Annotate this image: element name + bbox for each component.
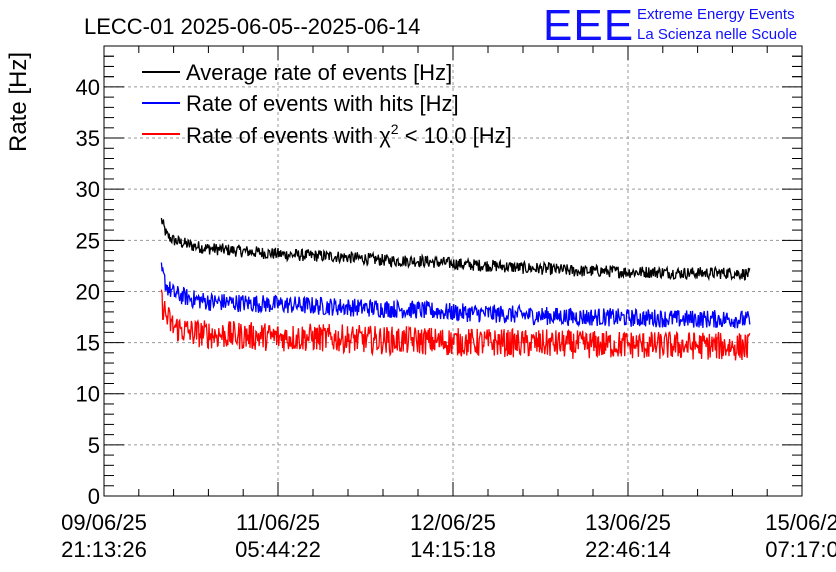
series-lines (160, 217, 751, 361)
x-tick-date: 11/06/25 (236, 510, 320, 535)
x-tick-date: 13/06/25 (585, 510, 671, 535)
legend-label-hits: Rate of events with hits [Hz] (186, 91, 459, 116)
y-axis-label: Rate [Hz] (5, 52, 32, 152)
eee-logo: EEE Extreme Energy Events La Scienza nel… (543, 1, 797, 50)
legend-label-chi2: Rate of events with χ2 < 10.0 [Hz] (186, 121, 512, 148)
chart-title: LECC-01 2025-06-05--2025-06-14 (84, 14, 420, 39)
grid-lines (104, 46, 802, 496)
y-tick-label: 15 (76, 331, 100, 356)
legend-chi2-prefix: Rate of events with (186, 123, 379, 148)
axes (103, 45, 803, 497)
x-tick-date: 15/06/2 (765, 510, 836, 535)
legend-chi2-superscript: 2 (391, 121, 399, 137)
y-tick-label: 5 (88, 433, 100, 458)
x-tick-time: 05:44:22 (235, 537, 321, 562)
x-tick-time: 21:13:26 (61, 537, 147, 562)
series-line-1 (160, 262, 751, 329)
y-tick-label: 35 (76, 126, 100, 151)
x-tick-time: 14:15:18 (410, 537, 496, 562)
eee-logo-mark: EEE (543, 1, 634, 50)
x-tick-date: 09/06/25 (61, 510, 147, 535)
legend-item-average: Average rate of events [Hz] (142, 60, 452, 85)
eee-logo-line2: La Scienza nelle Scuole (637, 26, 797, 43)
y-tick-label: 10 (76, 382, 100, 407)
y-tick-label: 0 (88, 484, 100, 509)
x-tick-time: 22:46:14 (585, 537, 671, 562)
series-line-0 (160, 217, 751, 282)
legend-chi2-symbol: χ (379, 123, 391, 148)
legend-item-chi2: Rate of events with χ2 < 10.0 [Hz] (142, 121, 512, 148)
x-tick-time: 07:17:0 (765, 537, 836, 562)
legend: Average rate of events [Hz] Rate of even… (142, 60, 512, 148)
plot-frame (103, 45, 803, 497)
series-line-2 (160, 289, 751, 361)
legend-chi2-suffix: < 10.0 [Hz] (399, 123, 512, 148)
y-tick-label: 20 (76, 279, 100, 304)
legend-label-average: Average rate of events [Hz] (186, 60, 452, 85)
y-tick-label: 40 (76, 75, 100, 100)
y-tick-labels: 0 5 10 15 20 25 30 35 40 (76, 75, 100, 509)
legend-item-hits: Rate of events with hits [Hz] (142, 91, 459, 116)
eee-logo-line1: Extreme Energy Events (637, 6, 795, 23)
x-tick-date: 12/06/25 (410, 510, 496, 535)
y-tick-label: 25 (76, 228, 100, 253)
y-tick-label: 30 (76, 177, 100, 202)
